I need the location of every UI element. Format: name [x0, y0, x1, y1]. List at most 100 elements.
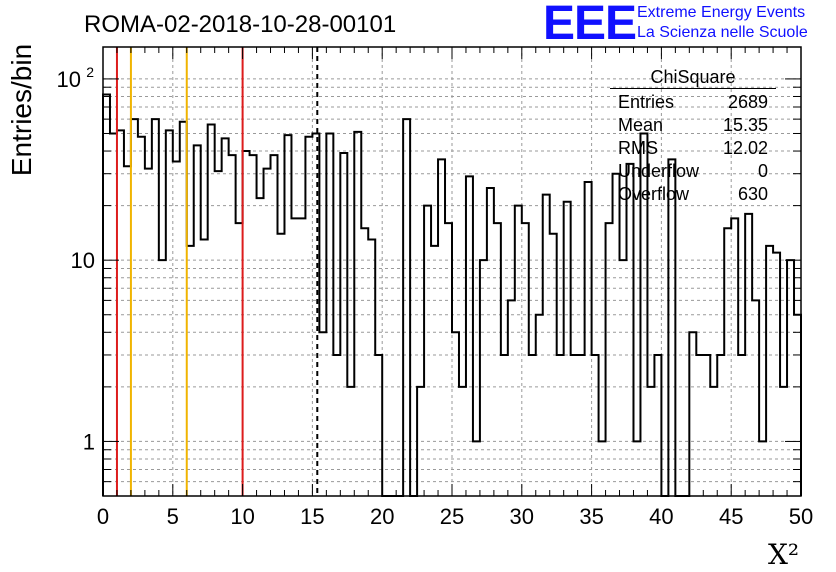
x-axis-label: X²	[768, 538, 800, 571]
histogram-bin	[375, 355, 382, 496]
x-tick-label: 15	[300, 504, 324, 529]
histogram-bin	[543, 195, 550, 496]
histogram-bin	[173, 162, 180, 496]
histogram-bin	[606, 223, 613, 496]
histogram-bin	[333, 355, 340, 496]
y-tick-label-exponent: 2	[86, 64, 94, 80]
histogram-bin	[515, 206, 522, 496]
histogram-bin	[319, 332, 326, 496]
x-tick-label: 0	[97, 504, 109, 529]
histogram-bin	[138, 137, 145, 496]
histogram-bin	[271, 155, 278, 496]
stats-row-overflow: Overflow 630	[610, 183, 776, 206]
run-title: ROMA-02-2018-10-28-00101	[84, 11, 397, 38]
x-tick-label: 20	[370, 504, 394, 529]
histogram-bin	[466, 176, 473, 496]
histogram-bin	[571, 355, 578, 496]
axes: 0 5 10 15 20 25 30 35 40 45 50 1 10 10 2	[57, 46, 813, 529]
histogram-bin	[522, 223, 529, 496]
histogram-bin	[159, 260, 166, 496]
histogram-bin	[508, 300, 515, 496]
logo-mark: EEE	[543, 0, 637, 50]
x-tick-label: 5	[167, 504, 179, 529]
histogram-bin	[794, 315, 801, 496]
histogram-bin	[738, 355, 745, 496]
histogram-bin	[124, 166, 131, 496]
histogram-bin	[236, 223, 243, 496]
y-tick-label: 1	[83, 429, 95, 454]
stats-value: 15.35	[722, 115, 768, 135]
histogram-bin	[536, 315, 543, 496]
histogram-bin	[501, 355, 508, 496]
y-tick-label: 10	[57, 67, 81, 92]
stats-value: 2689	[727, 92, 768, 112]
stats-divider	[610, 88, 776, 89]
stats-box: ChiSquare Entries 2689 Mean 15.35 RMS 12…	[610, 66, 776, 206]
histogram-bin	[131, 119, 138, 496]
stats-key: Underflow	[618, 161, 700, 181]
histogram-bin	[592, 355, 599, 496]
histogram-bin	[305, 137, 312, 496]
histogram-bin	[550, 234, 557, 496]
histogram-bin	[103, 95, 110, 496]
histogram-bin	[257, 198, 264, 496]
histogram-bin	[208, 125, 215, 496]
stats-title: ChiSquare	[650, 67, 736, 87]
histogram-bin	[613, 174, 620, 496]
histogram-bin	[180, 122, 187, 496]
histogram-bin	[445, 223, 452, 496]
reference-lines	[115, 47, 319, 496]
histogram-bin	[654, 355, 661, 496]
histogram-bin	[494, 223, 501, 496]
histogram-bin	[529, 355, 536, 496]
histogram-bin	[689, 332, 696, 496]
histogram-bin	[278, 234, 285, 496]
stats-row-underflow: Underflow 0	[610, 160, 776, 183]
histogram-bin	[438, 159, 445, 496]
histogram-bin	[766, 246, 773, 496]
x-tick-label: 10	[230, 504, 254, 529]
stats-key: RMS	[618, 138, 658, 158]
histogram-bin	[480, 260, 487, 496]
histogram-bin	[717, 355, 724, 496]
histogram-bin	[564, 202, 571, 496]
histogram-bin	[340, 153, 347, 496]
histogram-bin	[424, 206, 431, 496]
stats-row-mean: Mean 15.35	[610, 114, 776, 137]
x-tick-label: 35	[579, 504, 603, 529]
histogram-bin	[627, 164, 634, 496]
histogram-bin	[194, 145, 201, 496]
x-tick-label: 25	[440, 504, 464, 529]
histogram-bin	[578, 355, 585, 496]
x-tick-label: 30	[510, 504, 534, 529]
histogram-bin	[229, 155, 236, 496]
y-axis-label: Entries/bin	[6, 43, 37, 177]
histogram-bin	[250, 155, 257, 496]
stats-row-entries: Entries 2689	[610, 91, 776, 114]
logo-line-2: La Scienza nelle Scuole	[637, 24, 808, 41]
histogram-bin	[787, 260, 794, 496]
histogram-bin	[431, 246, 438, 496]
histogram-bin	[403, 119, 410, 496]
stats-key: Overflow	[618, 184, 690, 204]
x-tick-label: 45	[719, 504, 743, 529]
stats-value: 630	[737, 184, 768, 204]
histogram-bin	[152, 119, 159, 496]
stats-value: 12.02	[722, 138, 768, 158]
stats-key: Entries	[618, 92, 675, 112]
histogram-bin	[187, 246, 194, 496]
histogram-bin	[752, 300, 759, 496]
histogram-bin	[243, 151, 250, 496]
stats-row-rms: RMS 12.02	[610, 137, 776, 160]
x-tick-label: 50	[789, 504, 813, 529]
histogram-bin	[696, 355, 703, 496]
histogram-bin	[222, 138, 229, 496]
histogram-bin	[703, 355, 710, 496]
eee-logo: EEE Extreme Energy Events La Scienza nel…	[543, 0, 833, 50]
x-tick-label: 40	[649, 504, 673, 529]
histogram-bin	[215, 171, 222, 496]
histogram-bin	[452, 332, 459, 496]
logo-line-1: Extreme Energy Events	[637, 4, 806, 21]
histogram-bin	[620, 260, 627, 496]
